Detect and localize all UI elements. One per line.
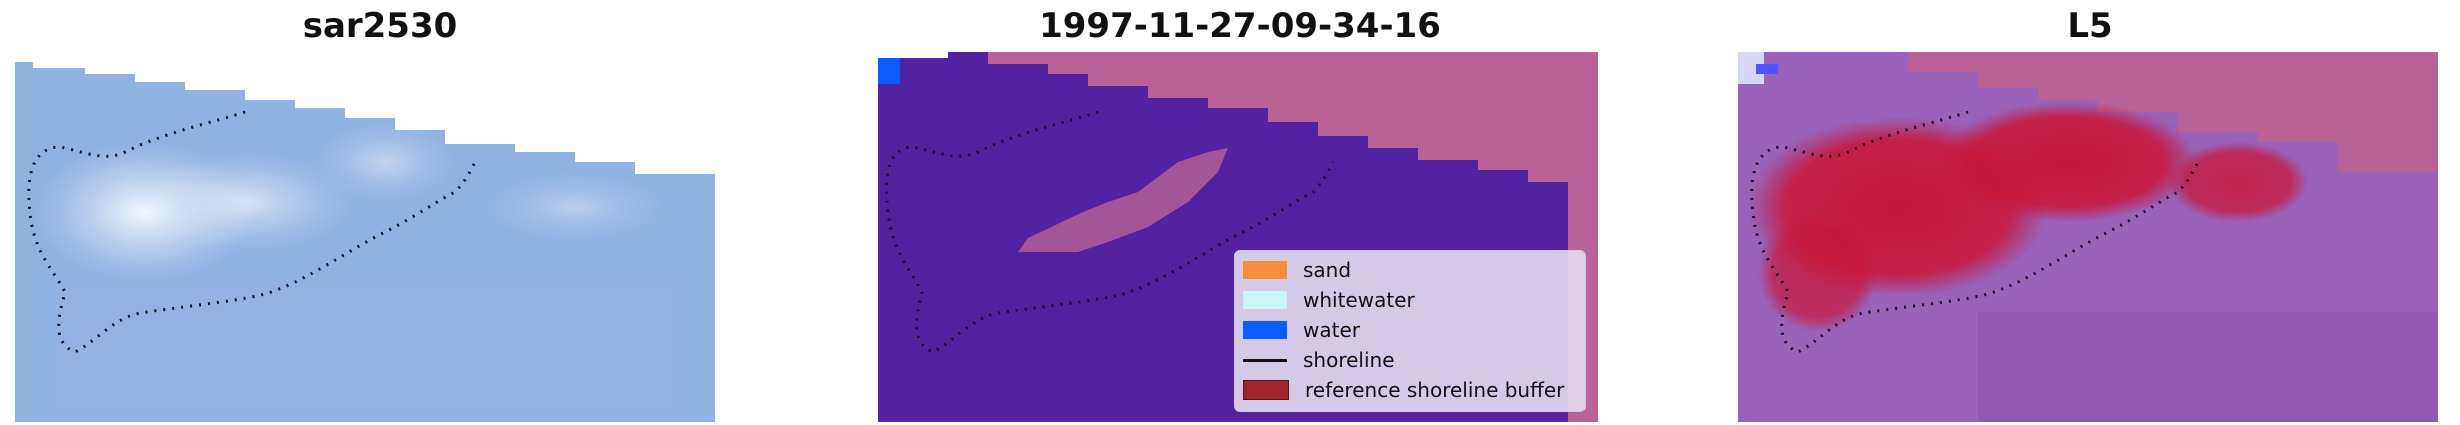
legend-item-buffer: reference shoreline buffer [1243, 377, 1564, 403]
legend-item-sand: sand [1243, 257, 1351, 283]
legend: sand whitewater water shoreline referenc… [1234, 250, 1586, 412]
legend-item-water: water [1243, 317, 1360, 343]
panel-title: 1997-11-27-09-34-16 [1039, 6, 1441, 46]
water-swatch [1243, 321, 1287, 339]
sand-overlap [1018, 148, 1228, 252]
l5-image [1738, 52, 2438, 422]
legend-item-shoreline: shoreline [1243, 347, 1395, 373]
panel-l5: L5 [1720, 0, 2460, 425]
panel-title: sar2530 [302, 6, 458, 46]
panel-rgb: sar2530 [0, 0, 760, 425]
legend-label: whitewater [1303, 288, 1415, 312]
legend-item-whitewater: whitewater [1243, 287, 1415, 313]
classification-image: sand whitewater water shoreline referenc… [878, 52, 1598, 422]
buffer-swatch [1243, 380, 1289, 400]
panel-title: L5 [2067, 6, 2113, 46]
panel-classification: 1997-11-27-09-34-16 sand whitewater wate… [860, 0, 1620, 425]
water-pixel [878, 52, 900, 84]
rgb-image [15, 52, 715, 422]
legend-label: shoreline [1303, 348, 1395, 372]
whitewater-swatch [1243, 291, 1287, 309]
shoreline-line [884, 110, 1335, 354]
legend-label: reference shoreline buffer [1305, 378, 1565, 402]
legend-label: water [1303, 318, 1360, 342]
sand-swatch [1243, 261, 1287, 279]
shoreline-swatch [1243, 358, 1287, 362]
legend-label: sand [1303, 258, 1352, 282]
